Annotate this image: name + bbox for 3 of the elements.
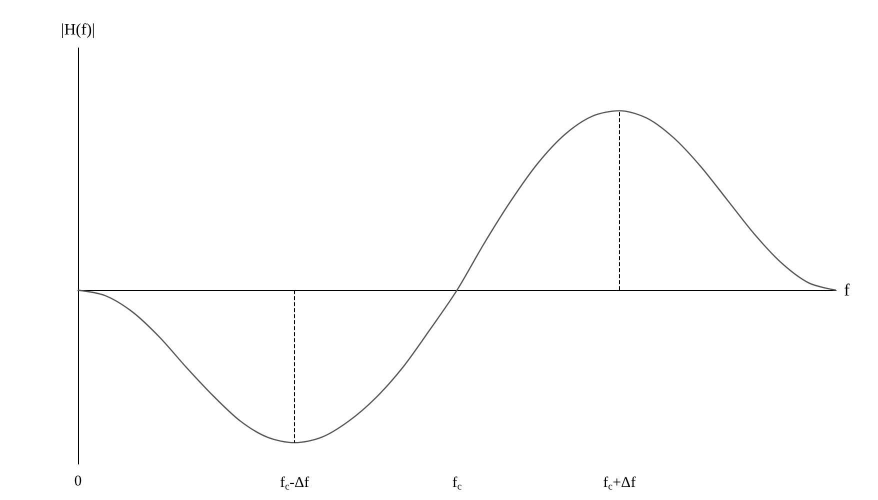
x-tick-label: 0 xyxy=(74,474,82,490)
x-axis-title: f xyxy=(844,280,850,300)
y-axis-title: |H(f)| xyxy=(61,22,95,38)
